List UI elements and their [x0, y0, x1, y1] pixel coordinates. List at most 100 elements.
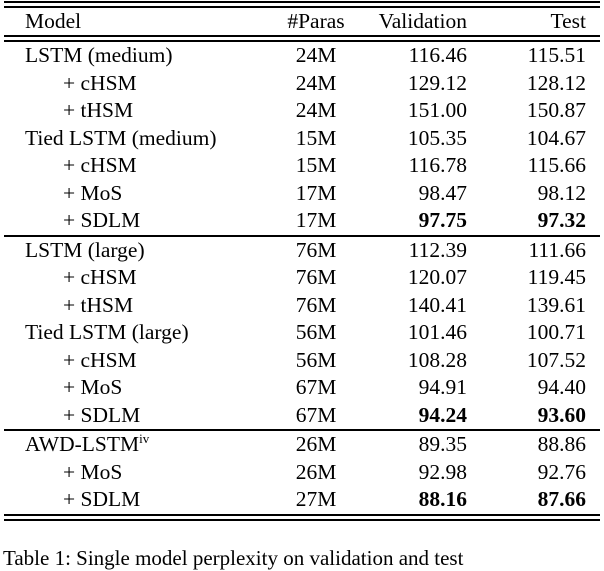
paras-cell: 26M [295, 432, 337, 456]
table-row: + cHSM 24M 129.12 128.12 [4, 70, 600, 98]
model-cell: LSTM (medium) [25, 43, 173, 67]
validation-cell: 101.46 [407, 320, 467, 344]
model-cell: + cHSM [63, 70, 137, 95]
table-bottom-rule [4, 513, 600, 521]
table-row: + SDLM 27M 88.16 87.66 [4, 486, 600, 514]
test-cell: 100.71 [526, 320, 586, 344]
test-cell: 111.66 [528, 237, 586, 262]
table-row: Tied LSTM (medium) 15M 105.35 104.67 [4, 125, 600, 153]
paras-cell: 56M [295, 347, 337, 372]
table-row: + cHSM 76M 120.07 119.45 [4, 264, 600, 292]
validation-cell: 97.75 [418, 208, 467, 232]
validation-cell: 120.07 [407, 265, 467, 289]
footnote-marker: iv [139, 430, 150, 446]
table-caption: Table 1: Single model perplexity on vali… [3, 546, 464, 570]
section-separator-rule [4, 429, 600, 431]
table-row: + tHSM 76M 140.41 139.61 [4, 292, 600, 320]
model-cell: Tied LSTM (large) [25, 320, 189, 344]
paras-cell: 17M [295, 180, 337, 205]
table-top-rule [4, 1, 600, 8]
validation-cell: 88.16 [418, 487, 467, 511]
validation-cell: 129.12 [407, 70, 467, 95]
test-cell: 139.61 [526, 292, 586, 317]
paras-cell: 24M [295, 43, 337, 67]
test-cell: 119.45 [527, 265, 586, 289]
table-row: + MoS 17M 98.47 98.12 [4, 180, 600, 208]
paras-cell: 15M [295, 153, 337, 177]
test-cell: 104.67 [526, 125, 586, 150]
table-row: LSTM (medium) 24M 116.46 115.51 [4, 42, 600, 70]
validation-cell: 151.00 [407, 98, 467, 122]
paras-cell: 67M [295, 402, 337, 427]
test-cell: 88.86 [537, 432, 586, 456]
table-row: AWD-LSTMiv 26M 89.35 88.86 [4, 431, 600, 459]
validation-cell: 92.98 [418, 459, 467, 484]
validation-cell: 108.28 [407, 347, 467, 372]
table-row: + cHSM 56M 108.28 107.52 [4, 347, 600, 375]
test-cell: 115.51 [527, 43, 586, 67]
paras-cell: 67M [295, 375, 337, 399]
validation-cell: 105.35 [407, 125, 467, 150]
paras-cell: 15M [295, 125, 337, 150]
model-cell: + SDLM [63, 208, 141, 232]
validation-cell: 116.78 [408, 153, 467, 177]
table-header-row: Model #Paras Validation Test [4, 8, 600, 35]
validation-cell: 94.24 [418, 402, 467, 427]
test-cell: 94.40 [537, 375, 586, 399]
model-cell: + MoS [63, 375, 123, 399]
table-row: + tHSM 24M 151.00 150.87 [4, 97, 600, 125]
model-cell: + cHSM [63, 265, 137, 289]
validation-cell: 140.41 [407, 292, 467, 317]
column-header-paras: #Paras [287, 9, 345, 33]
column-header-validation: Validation [378, 9, 467, 33]
validation-cell: 116.46 [408, 43, 467, 67]
results-table: Model #Paras Validation Test LSTM (mediu… [4, 1, 600, 521]
model-cell: + SDLM [63, 402, 141, 427]
paras-cell: 76M [295, 292, 337, 317]
paras-cell: 24M [295, 98, 337, 122]
model-cell: + cHSM [63, 347, 137, 372]
table-row: + SDLM 17M 97.75 97.32 [4, 207, 600, 235]
model-cell: + MoS [63, 459, 123, 484]
test-cell: 93.60 [537, 402, 586, 427]
test-cell: 128.12 [526, 70, 586, 95]
test-cell: 97.32 [537, 208, 586, 232]
paras-cell: 17M [295, 208, 337, 232]
test-cell: 92.76 [537, 459, 586, 484]
paras-cell: 26M [295, 459, 337, 484]
model-cell: AWD-LSTMiv [25, 430, 150, 456]
model-cell: + cHSM [63, 153, 137, 177]
table-row: + cHSM 15M 116.78 115.66 [4, 152, 600, 180]
column-header-test: Test [550, 9, 586, 33]
table-row: + MoS 26M 92.98 92.76 [4, 459, 600, 487]
table-body: LSTM (medium) 24M 116.46 115.51 + cHSM 24M 129… [4, 42, 600, 514]
validation-cell: 89.35 [418, 432, 467, 456]
paras-cell: 76M [295, 237, 337, 262]
table-row: Tied LSTM (large) 56M 101.46 100.71 [4, 319, 600, 347]
model-cell: + SDLM [63, 487, 141, 511]
model-cell: + tHSM [63, 292, 134, 317]
paras-cell: 27M [295, 487, 337, 511]
paper-page: { "page": { "background_color": "#ffffff… [3, 1, 600, 570]
test-cell: 87.66 [537, 487, 586, 511]
table-row: LSTM (large) 76M 112.39 111.66 [4, 237, 600, 265]
validation-cell: 98.47 [418, 180, 467, 205]
test-cell: 98.12 [537, 180, 586, 205]
paras-cell: 24M [295, 70, 337, 95]
test-cell: 107.52 [526, 347, 586, 372]
column-header-model: Model [25, 9, 82, 33]
model-cell: + tHSM [63, 98, 134, 122]
table-row: + MoS 67M 94.91 94.40 [4, 374, 600, 402]
test-cell: 115.66 [527, 153, 586, 177]
paras-cell: 56M [295, 320, 337, 344]
section-separator-rule [4, 234, 600, 237]
model-cell: Tied LSTM (medium) [25, 125, 217, 150]
model-cell: LSTM (large) [25, 237, 145, 262]
paras-cell: 76M [295, 265, 337, 289]
model-cell: + MoS [63, 180, 123, 205]
table-row: + SDLM 67M 94.24 93.60 [4, 402, 600, 430]
header-separator-rule [4, 35, 600, 42]
validation-cell: 94.91 [418, 375, 467, 399]
test-cell: 150.87 [526, 98, 586, 122]
validation-cell: 112.39 [408, 237, 467, 262]
